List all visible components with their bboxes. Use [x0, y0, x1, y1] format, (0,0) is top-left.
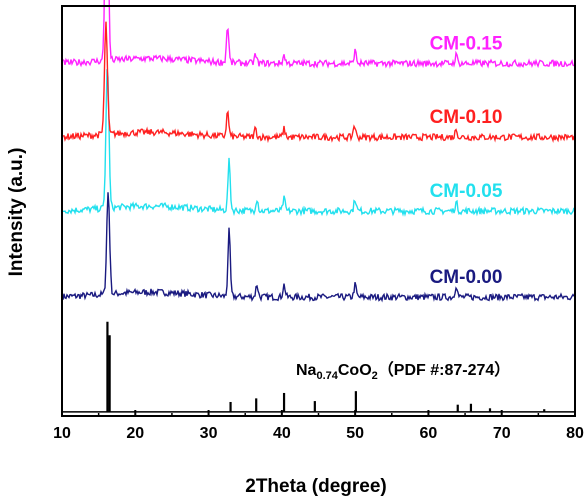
series-layer — [62, 0, 575, 303]
x-axis-ticks: 10 20 30 40 50 60 70 80 — [53, 410, 584, 442]
x-tick-label: 10 — [53, 425, 71, 442]
series-label-cm-0.10: CM-0.10 — [430, 107, 503, 128]
series-label-cm-0.15: CM-0.15 — [430, 33, 503, 54]
series-line-cm-0.00 — [62, 192, 575, 303]
series-labels: CM-0.00 CM-0.05 CM-0.10 CM-0.15 — [430, 33, 503, 288]
x-tick-label: 30 — [200, 425, 218, 442]
reference-label: Na0.74CoO2（PDF #:87-274） — [296, 361, 510, 382]
x-tick-label: 70 — [493, 425, 511, 442]
series-line-cm-0.15 — [62, 0, 575, 69]
y-axis-title: Intensity (a.u.) — [6, 148, 27, 277]
x-tick-label: 80 — [566, 425, 584, 442]
reference-pattern — [63, 321, 574, 413]
ref-label-part-2: CoO — [338, 362, 372, 379]
ref-label-part-3: （PDF #:87-274） — [378, 361, 511, 379]
ref-label-subscript-2: 2 — [372, 370, 378, 382]
x-tick-label: 20 — [126, 425, 144, 442]
x-tick-label: 60 — [420, 425, 438, 442]
series-label-cm-0.05: CM-0.05 — [430, 181, 503, 202]
series-line-cm-0.10 — [62, 21, 575, 144]
x-axis-title: 2Theta (degree) — [245, 476, 386, 497]
series-label-cm-0.00: CM-0.00 — [430, 267, 503, 288]
series-line-cm-0.05 — [62, 69, 575, 217]
ref-label-part-1: Na — [296, 362, 317, 379]
x-tick-label: 40 — [273, 425, 291, 442]
ref-label-subscript-1: 0.74 — [316, 370, 338, 382]
x-tick-label: 50 — [346, 425, 364, 442]
